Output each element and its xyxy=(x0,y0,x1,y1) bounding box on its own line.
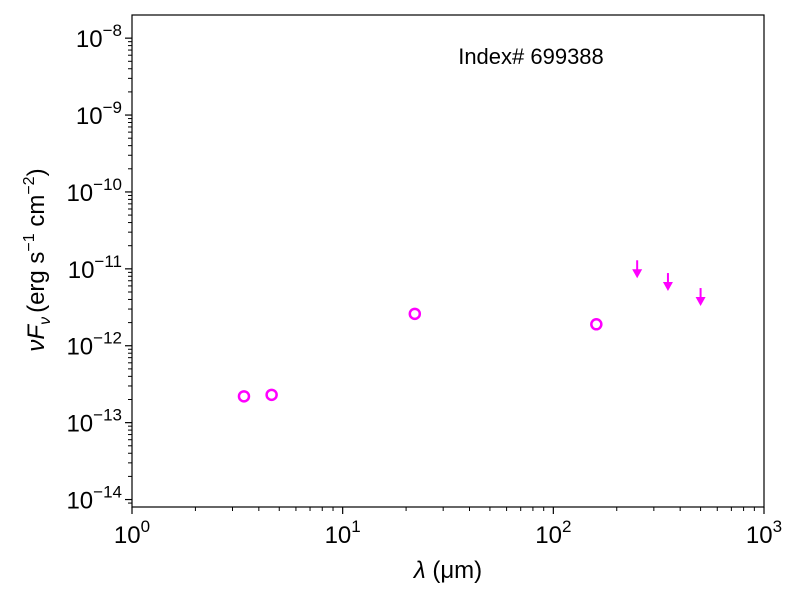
x-tick-exp: 3 xyxy=(773,517,782,536)
y-tick-exp: −9 xyxy=(103,98,122,117)
x-axis-symbol: λ xyxy=(412,557,426,584)
y-tick-base: 10 xyxy=(76,103,103,130)
upper-limit-arrow xyxy=(662,273,673,292)
x-tick-base: 10 xyxy=(325,522,352,549)
y-tick-exp: −8 xyxy=(103,21,122,40)
y-tick-label: 10−13 xyxy=(66,406,122,438)
axis-ticks: 100 101 102 10310−1410−1310−1210−1110−1010−… xyxy=(66,21,782,549)
y-tick-base: 10 xyxy=(76,26,103,53)
plot-frame xyxy=(131,14,765,508)
y-axis-unit-b: cm xyxy=(23,195,50,234)
y-tick-label: 10−10 xyxy=(66,175,122,207)
x-tick-exp: 0 xyxy=(141,517,150,536)
x-tick-exp: 1 xyxy=(351,517,360,536)
x-tick-exp: 2 xyxy=(562,517,571,536)
y-tick-label: 10−11 xyxy=(68,252,122,284)
x-tick-base: 10 xyxy=(535,522,562,549)
x-axis-label: λ (μm) xyxy=(412,557,482,584)
y-tick-base: 10 xyxy=(66,180,93,207)
data-point-circle xyxy=(265,388,278,402)
x-tick-base: 10 xyxy=(114,522,141,549)
x-tick-label: 102 xyxy=(535,517,571,549)
x-tick-label: 100 xyxy=(114,517,150,549)
x-tick-base: 10 xyxy=(746,522,773,549)
x-axis-unit: (μm) xyxy=(432,557,482,584)
y-axis-unit-exp1: −1 xyxy=(21,233,38,251)
y-tick-exp: −11 xyxy=(94,252,122,271)
y-tick-base: 10 xyxy=(66,488,93,515)
data-point-circle xyxy=(408,307,422,321)
y-axis-unit-a: (erg s xyxy=(23,252,50,313)
y-axis-unit-c: ) xyxy=(23,168,50,176)
y-tick-exp: −12 xyxy=(93,329,122,348)
upper-limit-arrow xyxy=(695,288,706,307)
y-tick-label: 10−9 xyxy=(76,98,122,130)
y-tick-exp: −10 xyxy=(93,175,122,194)
y-tick-label: 10−14 xyxy=(66,483,122,515)
upper-limit-arrow xyxy=(632,260,643,279)
data-points xyxy=(237,260,706,403)
annotation-label: Index# 699388 xyxy=(458,44,604,69)
data-point-circle xyxy=(237,390,251,403)
x-tick-label: 103 xyxy=(746,517,782,549)
y-axis-label: νFν (erg s−1 cm−2) xyxy=(21,168,54,351)
y-tick-base: 10 xyxy=(68,257,95,284)
y-axis-symbol: νF xyxy=(23,324,50,352)
y-tick-base: 10 xyxy=(66,411,93,438)
x-tick-label: 101 xyxy=(325,517,361,549)
y-tick-exp: −14 xyxy=(93,483,122,502)
y-tick-base: 10 xyxy=(66,334,93,361)
y-tick-exp: −13 xyxy=(93,406,122,425)
y-tick-label: 10−12 xyxy=(66,329,122,361)
y-tick-label: 10−8 xyxy=(76,21,122,53)
data-point-circle xyxy=(590,318,603,331)
y-axis-subscript: ν xyxy=(37,317,54,325)
y-axis-unit-exp2: −2 xyxy=(21,176,38,194)
